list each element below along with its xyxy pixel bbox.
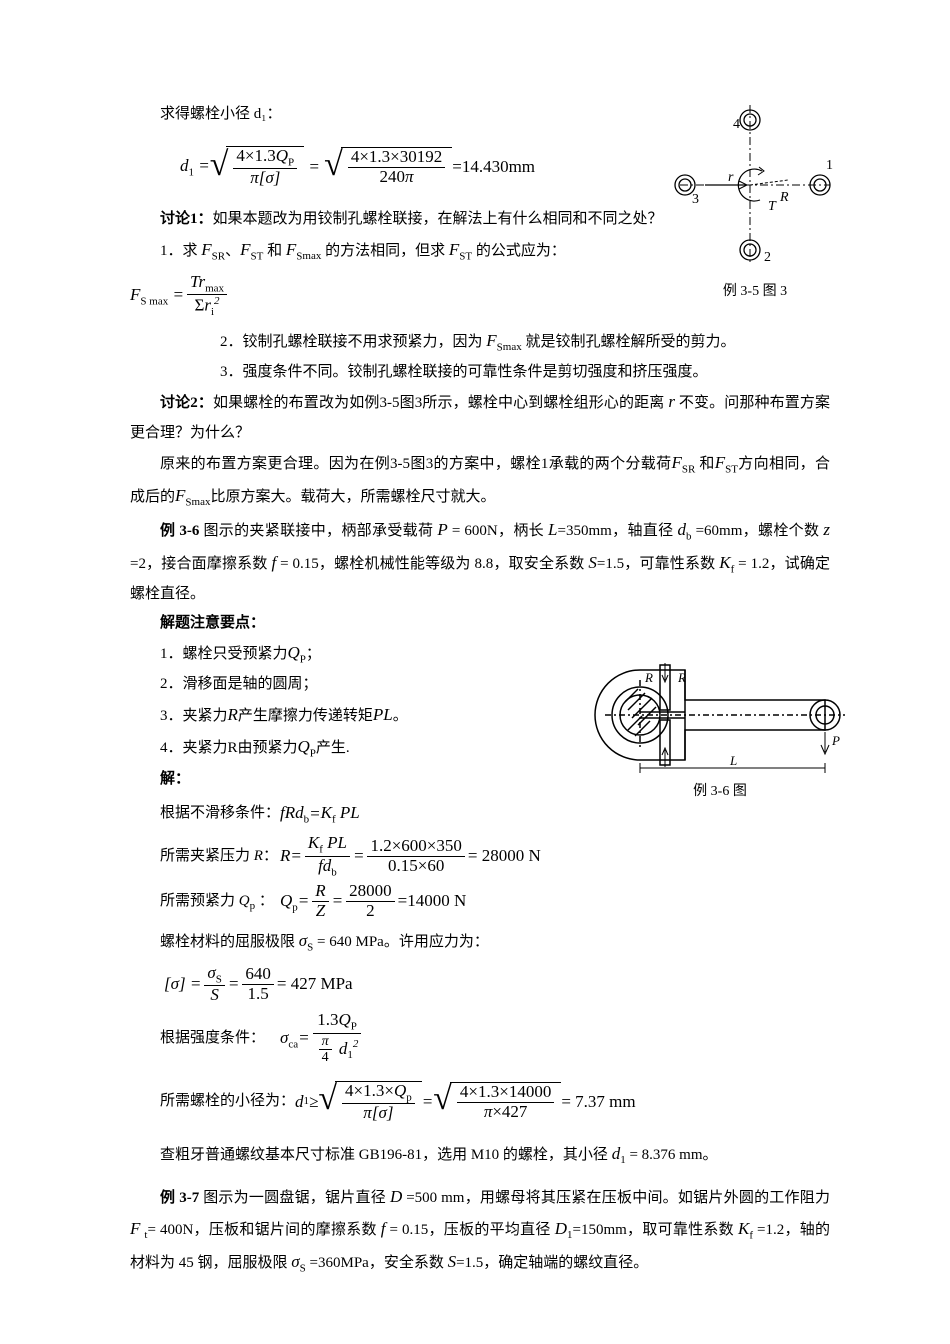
calc-row-2: 所需夹紧压力 R： R = Kf PLfdb = 1.2×600×3500.15…	[130, 834, 830, 878]
calc-row-5: [σ] = σSS = 6401.5 = 427 MPa	[164, 964, 830, 1005]
disc1-item2: 2．铰制孔螺栓联接不用求预紧力，因为 FSmax 就是铰制孔螺栓解所受的剪力。	[130, 325, 830, 358]
svg-text:P: P	[831, 733, 840, 748]
notes-title: 解题注意要点：	[130, 609, 830, 638]
figure-3-6: R R P L 例 3-6 图	[590, 660, 850, 806]
figure-3-5-3-caption: 例 3-5 图 3	[660, 279, 850, 306]
svg-text:R: R	[779, 190, 789, 205]
svg-text:R: R	[677, 670, 686, 685]
calc-row-7: 所需螺栓的小径为： d1 ≥ √ 4×1.3×Qpπ[σ] = √ 4×1.3×…	[130, 1069, 830, 1134]
svg-text:L: L	[729, 753, 737, 768]
calc-row-3: 所需预紧力 Qp ： Qp = RZ = 280002 =14000 N	[130, 882, 830, 920]
svg-text:3: 3	[692, 192, 699, 207]
calc-row-6: 根据强度条件： σca = 1.3QP π4 d12	[130, 1011, 830, 1065]
calc-row-4: 螺栓材料的屈服极限 σS = 640 MPa。许用应力为：	[130, 925, 830, 958]
svg-text:2: 2	[764, 250, 771, 265]
clamp-diagram-svg: R R P L	[590, 660, 850, 775]
figure-3-6-caption: 例 3-6 图	[590, 779, 850, 806]
disc2-answer: 原来的布置方案更合理。因为在例3-5图3的方案中，螺栓1承载的两个分载荷FSR …	[130, 447, 830, 514]
svg-text:1: 1	[826, 158, 833, 173]
svg-text:T: T	[768, 199, 777, 214]
discussion-2: 讨论2：如果螺栓的布置改为如例3-5图3所示，螺栓中心到螺栓组形心的距离 r 不…	[130, 386, 830, 447]
svg-text:4: 4	[733, 117, 740, 132]
figure-3-5-3: 4 1 2 3 r T R 例 3-5 图 3	[660, 95, 850, 306]
disc1-item3: 3．强度条件不同。铰制孔螺栓联接的可靠性条件是剪切强度和挤压强度。	[130, 358, 830, 387]
bolt-layout-svg: 4 1 2 3 r T R	[660, 95, 840, 275]
example-3-7: 例 3-7 图示为一圆盘锯，锯片直径 D =500 mm，用螺母将其压紧在压板中…	[130, 1181, 830, 1280]
example-3-6: 例 3-6 图示的夹紧联接中，柄部承受载荷 P = 600N，柄长 L=350m…	[130, 514, 830, 609]
svg-text:r: r	[728, 170, 734, 185]
svg-text:R: R	[644, 670, 653, 685]
calc-row-8: 查粗牙普通螺纹基本尺寸标准 GB196-81，选用 M10 的螺栓，其小径 d1…	[130, 1138, 830, 1171]
